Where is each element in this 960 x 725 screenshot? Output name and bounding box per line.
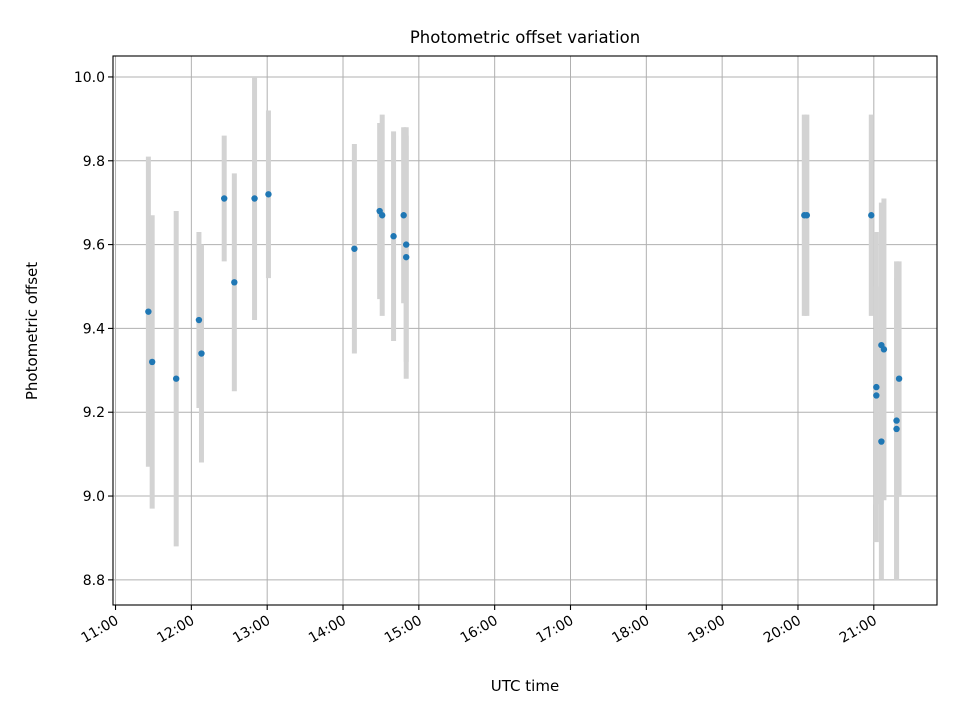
y-axis-label: Photometric offset [23,262,41,400]
data-points [145,191,903,445]
y-tick-label: 9.6 [83,238,105,254]
data-point [390,233,397,240]
data-point [231,279,238,286]
y-tick-label: 9.2 [83,405,105,421]
data-point [873,392,880,399]
y-tick-label: 8.8 [83,573,105,589]
data-point [868,212,875,219]
data-point [172,375,180,382]
data-point [403,241,410,248]
data-point [880,346,888,353]
data-point [403,253,410,261]
data-point [198,350,205,357]
y-tick-label: 9.0 [83,489,105,505]
data-point [895,375,903,382]
data-point [251,195,258,202]
data-point [873,383,880,391]
data-point [351,245,358,252]
data-point [893,417,900,424]
y-tick-label: 9.4 [83,321,105,337]
data-point [878,438,885,445]
plot-frame [112,55,938,606]
grid [113,56,937,605]
x-axis-label: UTC time [491,677,559,695]
chart-title: Photometric offset variation [410,28,640,47]
data-point [893,425,900,433]
data-point [378,212,386,219]
data-point [400,212,407,219]
data-point [221,195,228,202]
data-point [803,212,811,219]
y-tick-label: 10.0 [74,70,105,86]
y-tick-label: 9.8 [83,154,105,170]
data-point [148,358,156,366]
data-point [265,191,272,198]
data-point [145,308,152,315]
data-point [195,316,203,324]
